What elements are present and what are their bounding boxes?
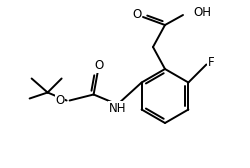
Text: NH: NH <box>109 102 126 115</box>
Text: O: O <box>94 59 103 72</box>
Text: F: F <box>208 56 215 69</box>
Text: OH: OH <box>193 7 211 19</box>
Text: O: O <box>55 94 64 107</box>
Text: O: O <box>132 9 141 22</box>
